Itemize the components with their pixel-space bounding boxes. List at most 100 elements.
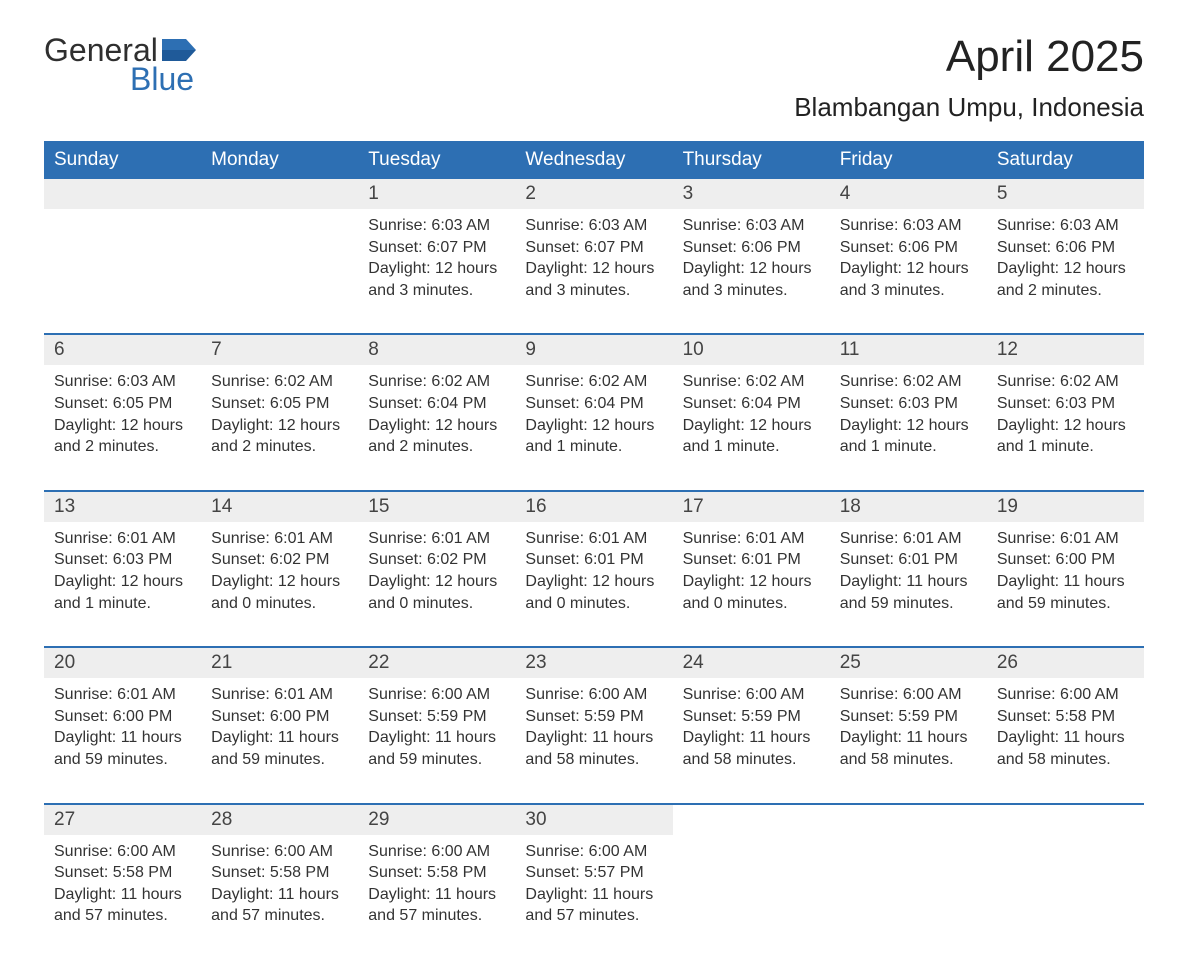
day-sunset-text: Sunset: 5:59 PM [368, 706, 505, 728]
day-dl2-text: and 57 minutes. [54, 905, 191, 927]
day-sunrise-text: Sunrise: 6:01 AM [54, 528, 191, 550]
day-sunset-text: Sunset: 6:06 PM [997, 237, 1134, 259]
weekday-header: Saturday [987, 141, 1144, 179]
calendar-day-cell: 11Sunrise: 6:02 AMSunset: 6:03 PMDayligh… [830, 335, 987, 475]
calendar-day-cell: 8Sunrise: 6:02 AMSunset: 6:04 PMDaylight… [358, 335, 515, 475]
day-details: Sunrise: 6:02 AMSunset: 6:04 PMDaylight:… [358, 365, 515, 457]
day-number [201, 179, 358, 209]
day-dl1-text: Daylight: 12 hours [683, 258, 820, 280]
calendar-day-cell: 24Sunrise: 6:00 AMSunset: 5:59 PMDayligh… [673, 648, 830, 788]
calendar-day-cell: 10Sunrise: 6:02 AMSunset: 6:04 PMDayligh… [673, 335, 830, 475]
day-dl1-text: Daylight: 11 hours [368, 727, 505, 749]
day-number: 17 [673, 492, 830, 522]
calendar-day-cell: 25Sunrise: 6:00 AMSunset: 5:59 PMDayligh… [830, 648, 987, 788]
day-number: 9 [515, 335, 672, 365]
day-dl2-text: and 58 minutes. [997, 749, 1134, 771]
day-number: 28 [201, 805, 358, 835]
day-sunset-text: Sunset: 6:00 PM [997, 549, 1134, 571]
day-dl1-text: Daylight: 12 hours [840, 415, 977, 437]
day-sunset-text: Sunset: 6:03 PM [54, 549, 191, 571]
day-number: 1 [358, 179, 515, 209]
weekday-header: Thursday [673, 141, 830, 179]
day-sunrise-text: Sunrise: 6:02 AM [368, 371, 505, 393]
calendar-week-row: 6Sunrise: 6:03 AMSunset: 6:05 PMDaylight… [44, 333, 1144, 475]
day-details: Sunrise: 6:00 AMSunset: 5:59 PMDaylight:… [358, 678, 515, 770]
day-sunset-text: Sunset: 6:05 PM [211, 393, 348, 415]
day-sunset-text: Sunset: 6:07 PM [525, 237, 662, 259]
day-dl1-text: Daylight: 11 hours [368, 884, 505, 906]
calendar-day-cell: 3Sunrise: 6:03 AMSunset: 6:06 PMDaylight… [673, 179, 830, 319]
day-sunrise-text: Sunrise: 6:00 AM [525, 841, 662, 863]
day-number: 20 [44, 648, 201, 678]
day-dl1-text: Daylight: 12 hours [368, 571, 505, 593]
day-number: 8 [358, 335, 515, 365]
calendar-day-cell: 16Sunrise: 6:01 AMSunset: 6:01 PMDayligh… [515, 492, 672, 632]
day-dl2-text: and 57 minutes. [368, 905, 505, 927]
day-number: 25 [830, 648, 987, 678]
day-sunset-text: Sunset: 5:58 PM [997, 706, 1134, 728]
day-number: 18 [830, 492, 987, 522]
day-sunset-text: Sunset: 6:02 PM [211, 549, 348, 571]
day-dl2-text: and 58 minutes. [840, 749, 977, 771]
day-sunset-text: Sunset: 5:57 PM [525, 862, 662, 884]
day-sunrise-text: Sunrise: 6:00 AM [525, 684, 662, 706]
day-dl2-text: and 0 minutes. [683, 593, 820, 615]
day-details: Sunrise: 6:01 AMSunset: 6:02 PMDaylight:… [201, 522, 358, 614]
calendar-day-cell: 9Sunrise: 6:02 AMSunset: 6:04 PMDaylight… [515, 335, 672, 475]
day-details: Sunrise: 6:02 AMSunset: 6:05 PMDaylight:… [201, 365, 358, 457]
day-sunrise-text: Sunrise: 6:02 AM [211, 371, 348, 393]
day-number: 23 [515, 648, 672, 678]
weeks-container: 1 Sunrise: 6:03 AM Sunset: 6:07 PM Daylight… [44, 179, 1144, 945]
day-dl1-text: Daylight: 12 hours [997, 258, 1134, 280]
calendar-day-cell [673, 805, 830, 945]
day-dl1-text: Daylight: 12 hours [211, 571, 348, 593]
day-sunset-text: Sunset: 6:03 PM [840, 393, 977, 415]
header-row: General Blue April 2025 Blambangan Umpu,… [44, 32, 1144, 123]
weekday-header: Tuesday [358, 141, 515, 179]
day-details: Sunrise: 6:00 AMSunset: 5:59 PMDaylight:… [830, 678, 987, 770]
day-sunrise-text: Sunrise: 6:03 AM [54, 371, 191, 393]
calendar-week-row: 13Sunrise: 6:01 AMSunset: 6:03 PMDayligh… [44, 490, 1144, 632]
day-sunrise-text: Sunrise: 6:01 AM [368, 528, 505, 550]
calendar-week-row: 20Sunrise: 6:01 AMSunset: 6:00 PMDayligh… [44, 646, 1144, 788]
day-details: Sunrise: 6:01 AMSunset: 6:01 PMDaylight:… [830, 522, 987, 614]
calendar-day-cell: 20Sunrise: 6:01 AMSunset: 6:00 PMDayligh… [44, 648, 201, 788]
day-details: Sunrise: 6:00 AMSunset: 5:58 PMDaylight:… [201, 835, 358, 927]
day-details: Sunrise: 6:01 AMSunset: 6:00 PMDaylight:… [201, 678, 358, 770]
day-details: Sunrise: 6:00 AMSunset: 5:57 PMDaylight:… [515, 835, 672, 927]
day-number: 5 [987, 179, 1144, 209]
day-sunrise-text: Sunrise: 6:03 AM [997, 215, 1134, 237]
day-details: Sunrise: 6:00 AMSunset: 5:59 PMDaylight:… [673, 678, 830, 770]
calendar-day-cell: 27Sunrise: 6:00 AMSunset: 5:58 PMDayligh… [44, 805, 201, 945]
day-sunrise-text: Sunrise: 6:01 AM [525, 528, 662, 550]
calendar-day-cell: 5 Sunrise: 6:03 AMSunset: 6:06 PMDaylight… [987, 179, 1144, 319]
calendar-day-cell: 18Sunrise: 6:01 AMSunset: 6:01 PMDayligh… [830, 492, 987, 632]
day-sunrise-text: Sunrise: 6:03 AM [683, 215, 820, 237]
day-sunset-text: Sunset: 6:03 PM [997, 393, 1134, 415]
day-sunset-text: Sunset: 6:01 PM [525, 549, 662, 571]
day-sunset-text: Sunset: 6:02 PM [368, 549, 505, 571]
location-label: Blambangan Umpu, Indonesia [794, 92, 1144, 123]
day-dl1-text: Daylight: 12 hours [368, 258, 505, 280]
day-dl2-text: and 59 minutes. [54, 749, 191, 771]
day-number [673, 805, 830, 835]
day-dl1-text: Daylight: 11 hours [54, 727, 191, 749]
day-sunset-text: Sunset: 5:59 PM [683, 706, 820, 728]
day-sunrise-text: Sunrise: 6:00 AM [368, 684, 505, 706]
day-sunrise-text: Sunrise: 6:03 AM [840, 215, 977, 237]
day-dl1-text: Daylight: 11 hours [525, 884, 662, 906]
day-dl2-text: and 0 minutes. [525, 593, 662, 615]
day-dl1-text: Daylight: 12 hours [525, 571, 662, 593]
title-block: April 2025 Blambangan Umpu, Indonesia [794, 32, 1144, 123]
day-dl1-text: Daylight: 12 hours [997, 415, 1134, 437]
calendar-day-cell [830, 805, 987, 945]
day-dl1-text: Daylight: 12 hours [54, 415, 191, 437]
weekday-header: Sunday [44, 141, 201, 179]
day-sunrise-text: Sunrise: 6:01 AM [840, 528, 977, 550]
day-sunrise-text: Sunrise: 6:00 AM [683, 684, 820, 706]
day-sunset-text: Sunset: 6:01 PM [683, 549, 820, 571]
calendar-day-cell: 23Sunrise: 6:00 AMSunset: 5:59 PMDayligh… [515, 648, 672, 788]
day-details: Sunrise: 6:02 AMSunset: 6:03 PMDaylight:… [987, 365, 1144, 457]
day-number: 10 [673, 335, 830, 365]
calendar-day-cell [201, 179, 358, 319]
